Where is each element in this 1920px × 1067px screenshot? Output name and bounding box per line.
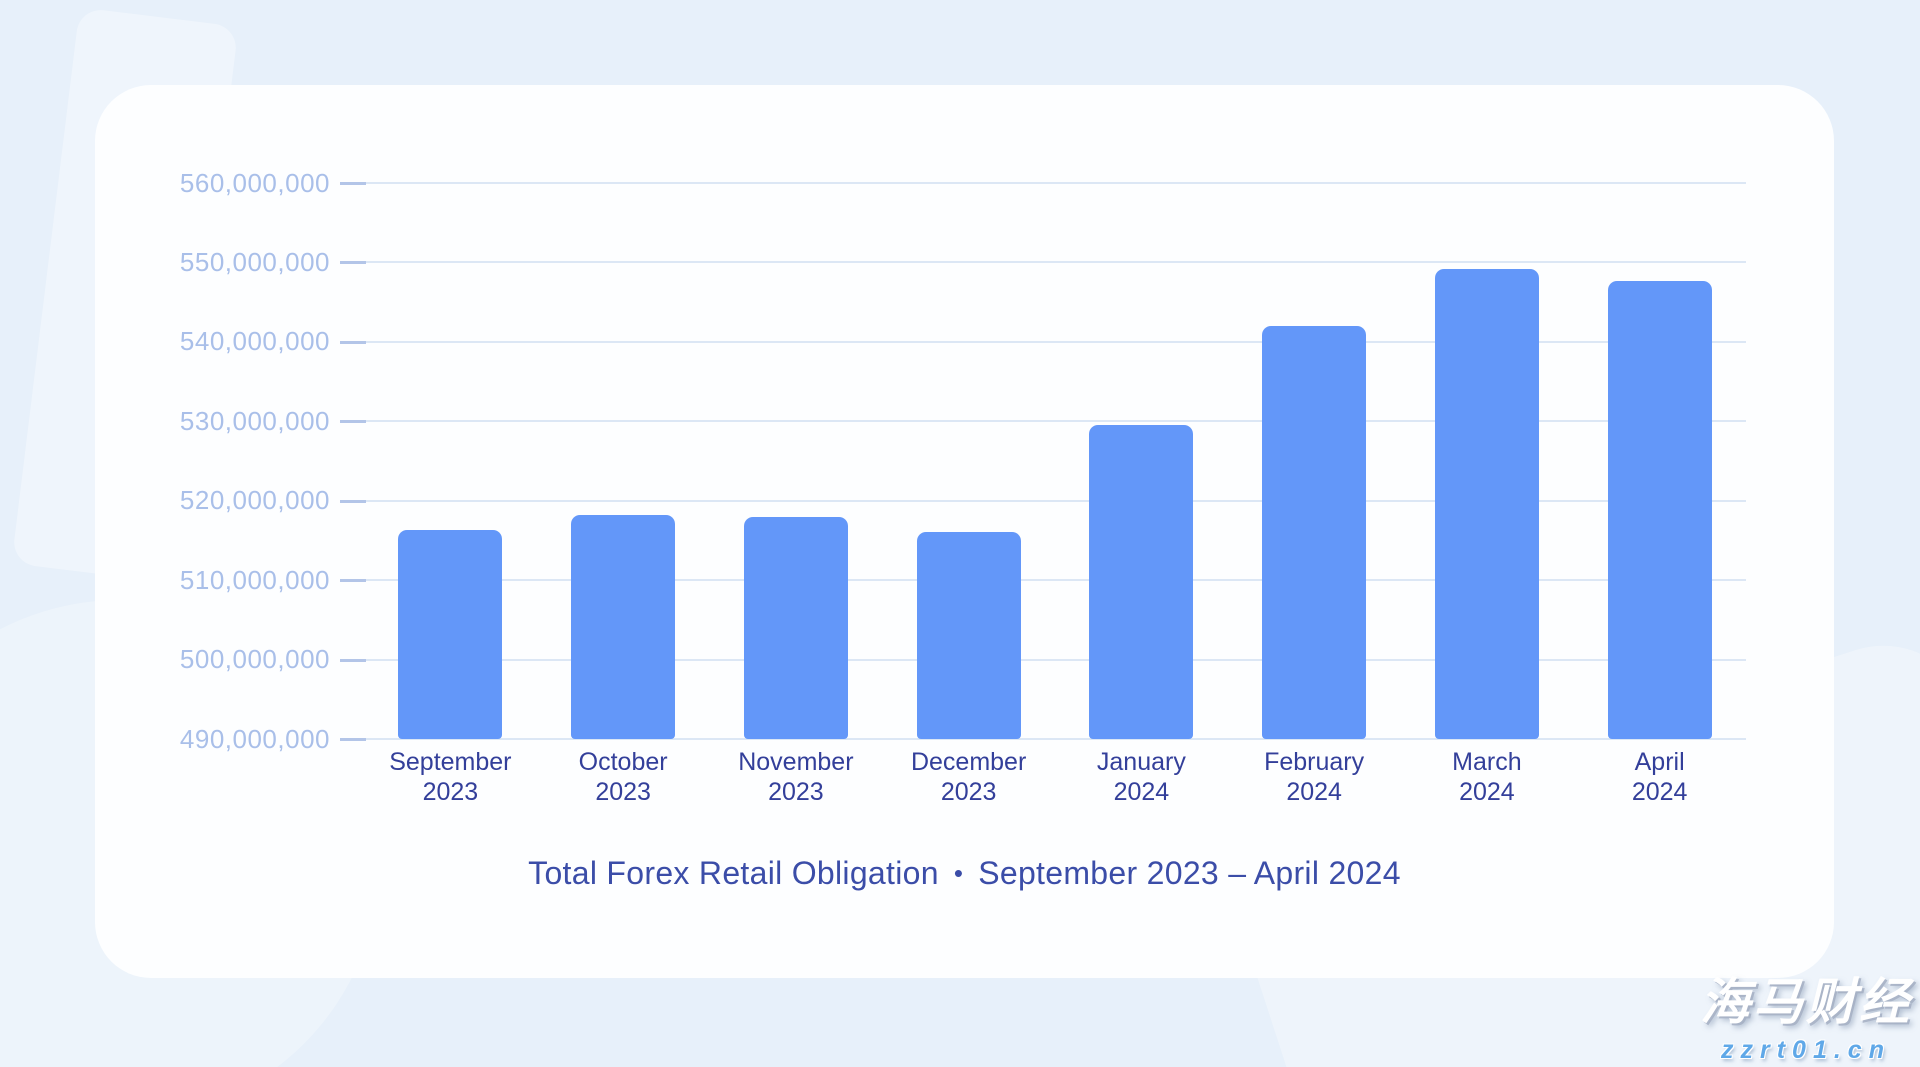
plot-area: 560,000,000 550,000,000 540,000,000 530,000… [95,85,1834,978]
gridline [340,499,1746,502]
y-axis-tick [340,579,366,583]
y-axis-tick-label: 530,000,000 [179,405,330,436]
x-axis-label: December 2023 [882,747,1055,807]
x-axis-label-year: 2023 [595,778,651,806]
y-axis-tick-label: 550,000,000 [179,246,330,277]
y-axis-tick [340,182,366,185]
gridline [340,182,1746,184]
x-axis-label: October 2023 [537,747,710,807]
y-axis-tick [340,340,366,344]
x-axis-label-year: 2024 [1286,778,1342,806]
x-axis-label-month: February [1264,748,1365,776]
x-axis-label: March 2024 [1401,747,1574,807]
bar-february-2024 [1262,325,1367,739]
x-axis-label-month: January [1096,748,1186,776]
watermark-site-url: zzrt01.cn [1721,1036,1891,1064]
y-axis-tick-label: 540,000,000 [179,326,330,357]
y-axis-tick-label: 500,000,000 [179,644,330,675]
y-axis-tick-label: 560,000,000 [179,167,330,198]
x-axis-label-month: September [389,748,512,776]
x-axis-label: February 2024 [1228,747,1401,807]
watermark: 海马财经 zzrt01.cn [1700,962,1912,1065]
x-axis-label: April 2024 [1573,747,1746,807]
chart-title-period: September 2023 – April 2024 [978,855,1401,891]
gridline [340,579,1746,582]
x-axis-label-month: March [1452,748,1522,776]
y-axis-tick [340,738,366,741]
bar-september-2023 [398,530,503,739]
y-axis-tick [340,658,366,662]
y-axis-tick [340,261,366,265]
x-axis-label-month: April [1634,748,1685,776]
x-axis-label: November 2023 [710,747,883,807]
x-axis-label-year: 2024 [1113,778,1170,806]
x-axis-label-month: December [910,748,1027,776]
y-axis-tick [340,420,366,424]
title-separator-dot: • [953,858,964,888]
x-axis-label: January 2024 [1055,747,1228,807]
chart-title: Total Forex Retail Obligation • September … [95,855,1834,892]
y-axis-tick-label: 490,000,000 [179,723,330,754]
bar-october-2023 [571,515,676,739]
x-axis-label-year: 2023 [422,778,479,806]
x-axis-label-month: October [578,748,668,776]
x-axis-label: September 2023 [364,747,537,807]
y-axis-tick-label: 510,000,000 [179,564,330,595]
watermark-brand-text: 海马财经 [1700,974,1912,1030]
y-axis-tick-label: 520,000,000 [179,485,330,516]
bar-april-2024 [1607,280,1712,739]
chart-card: 560,000,000 550,000,000 540,000,000 530,000… [95,85,1834,978]
gridline [340,261,1746,264]
x-axis-label-year: 2024 [1459,778,1515,806]
x-axis-label-month: November [738,748,854,776]
gridline [340,658,1746,661]
bar-march-2024 [1434,268,1539,739]
y-axis-tick [340,499,366,503]
bar-november-2023 [743,516,848,739]
bar-december-2023 [916,531,1021,739]
x-axis-label-year: 2023 [940,778,997,806]
gridline [340,420,1746,423]
x-axis-label-year: 2023 [768,778,824,806]
bar-january-2024 [1089,425,1194,739]
gridline [340,738,1746,740]
x-axis-label-year: 2024 [1631,778,1688,806]
gridline [340,340,1746,343]
chart-title-main: Total Forex Retail Obligation [528,855,939,891]
